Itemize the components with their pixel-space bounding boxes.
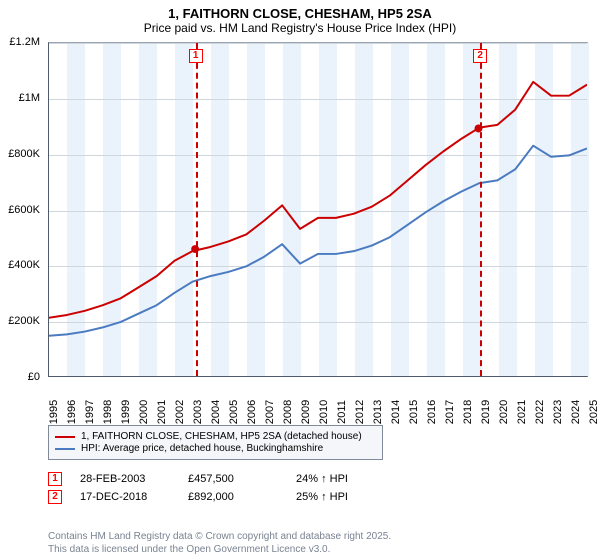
footer-line-2: This data is licensed under the Open Gov… (48, 543, 588, 556)
x-tick-label: 2013 (372, 400, 384, 424)
y-tick-label: £200K (8, 315, 40, 327)
title-line-1: 1, FAITHORN CLOSE, CHESHAM, HP5 2SA (0, 6, 600, 21)
legend-swatch-1 (55, 436, 75, 438)
legend-text-2: HPI: Average price, detached house, Buck… (81, 443, 323, 454)
event-marker-2: 2 (48, 490, 62, 504)
event-date-2: 17-DEC-2018 (80, 491, 170, 503)
event-row-2: 2 17-DEC-2018 £892,000 25% ↑ HPI (48, 490, 588, 504)
x-tick-label: 2020 (498, 400, 510, 424)
footer-attribution: Contains HM Land Registry data © Crown c… (48, 530, 588, 556)
x-tick-label: 2006 (246, 400, 258, 424)
x-tick-label: 1998 (102, 400, 114, 424)
x-axis-labels: 1995199619971998199920002001200220032004… (48, 380, 588, 420)
y-tick-label: £800K (8, 148, 40, 160)
legend-item-1: 1, FAITHORN CLOSE, CHESHAM, HP5 2SA (det… (55, 431, 376, 442)
chart-marker-1: 1 (189, 49, 203, 63)
chart-container: 1, FAITHORN CLOSE, CHESHAM, HP5 2SA Pric… (0, 0, 600, 560)
x-tick-label: 2002 (174, 400, 186, 424)
x-tick-label: 2017 (444, 400, 456, 424)
legend-item-2: HPI: Average price, detached house, Buck… (55, 443, 376, 454)
x-tick-label: 2014 (390, 400, 402, 424)
x-tick-label: 2010 (318, 400, 330, 424)
x-tick-label: 2019 (480, 400, 492, 424)
x-tick-label: 2011 (336, 400, 348, 424)
title-line-2: Price paid vs. HM Land Registry's House … (0, 21, 600, 35)
y-tick-label: £400K (8, 259, 40, 271)
y-axis-labels: £0£200K£400K£600K£800K£1M£1.2M (0, 42, 44, 377)
y-tick-label: £0 (28, 371, 40, 383)
x-tick-label: 1996 (66, 400, 78, 424)
x-tick-label: 2007 (264, 400, 276, 424)
legend-swatch-2 (55, 448, 75, 450)
x-tick-label: 2023 (552, 400, 564, 424)
x-tick-label: 2022 (534, 400, 546, 424)
footer-line-1: Contains HM Land Registry data © Crown c… (48, 530, 588, 543)
x-tick-label: 1995 (48, 400, 60, 424)
x-tick-label: 2012 (354, 400, 366, 424)
x-tick-label: 2015 (408, 400, 420, 424)
x-tick-label: 2008 (282, 400, 294, 424)
y-tick-label: £600K (8, 204, 40, 216)
event-delta-2: 25% ↑ HPI (296, 491, 386, 503)
x-tick-label: 2025 (588, 400, 600, 424)
y-tick-label: £1.2M (9, 36, 40, 48)
x-tick-label: 1997 (84, 400, 96, 424)
x-tick-label: 2001 (156, 400, 168, 424)
legend-text-1: 1, FAITHORN CLOSE, CHESHAM, HP5 2SA (det… (81, 431, 362, 442)
event-price-1: £457,500 (188, 473, 278, 485)
title-block: 1, FAITHORN CLOSE, CHESHAM, HP5 2SA Pric… (0, 0, 600, 35)
events-table: 1 28-FEB-2003 £457,500 24% ↑ HPI 2 17-DE… (48, 468, 588, 508)
event-delta-1: 24% ↑ HPI (296, 473, 386, 485)
event-price-2: £892,000 (188, 491, 278, 503)
x-tick-label: 2003 (192, 400, 204, 424)
event-row-1: 1 28-FEB-2003 £457,500 24% ↑ HPI (48, 472, 588, 486)
x-tick-label: 2018 (462, 400, 474, 424)
event-marker-1: 1 (48, 472, 62, 486)
x-tick-label: 2021 (516, 400, 528, 424)
plot-area: 12 (48, 42, 588, 377)
x-tick-label: 2000 (138, 400, 150, 424)
x-tick-label: 2004 (210, 400, 222, 424)
chart-marker-2: 2 (473, 49, 487, 63)
y-tick-label: £1M (19, 92, 40, 104)
legend: 1, FAITHORN CLOSE, CHESHAM, HP5 2SA (det… (48, 425, 383, 460)
x-tick-label: 2024 (570, 400, 582, 424)
chart-svg (49, 43, 587, 376)
x-tick-label: 2005 (228, 400, 240, 424)
x-tick-label: 2009 (300, 400, 312, 424)
x-tick-label: 1999 (120, 400, 132, 424)
x-tick-label: 2016 (426, 400, 438, 424)
event-date-1: 28-FEB-2003 (80, 473, 170, 485)
